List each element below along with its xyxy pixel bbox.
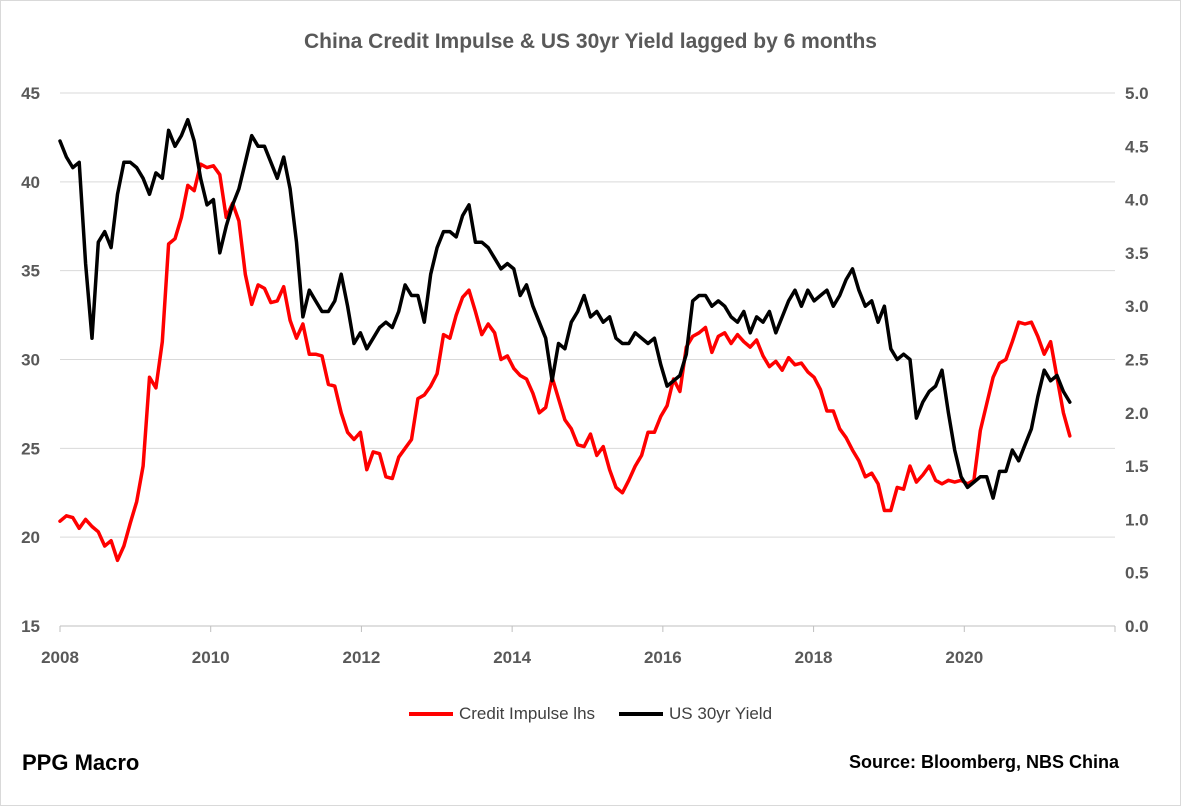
axes [59,625,1116,632]
y-right-tick-label: 4.0 [1125,191,1149,210]
tick-labels: 15 20 25 30 35 40 45 0.0 0.5 1.0 1.5 2.0 2.5 3.0 3.5 4.… [21,84,1149,667]
y-left-tick-label: 35 [21,262,40,281]
y-right-tick-label: 3.0 [1125,297,1149,316]
y-right-tick-label: 2.0 [1125,404,1149,423]
y-left-tick-label: 30 [21,351,40,370]
brand-label: PPG Macro [22,750,140,775]
legend-swatch-black [619,712,664,716]
legend-item-credit-impulse: Credit Impulse lhs [408,704,596,724]
legend-label-credit-impulse: Credit Impulse lhs [458,704,596,723]
x-tick-label: 2020 [945,648,983,667]
y-left-tick-label: 40 [21,173,40,192]
series-line [58,162,1072,563]
gridlines [60,92,1115,538]
y-right-tick-label: 0.5 [1125,564,1149,583]
x-tick-label: 2014 [493,648,531,667]
chart-title: China Credit Impulse & US 30yr Yield lag… [304,30,877,53]
series-lines [58,117,1072,563]
y-right-tick-label: 1.0 [1125,510,1149,529]
y-right-tick-label: 3.5 [1125,244,1149,263]
y-right-tick-label: 0.0 [1125,617,1149,636]
x-tick-label: 2016 [644,648,682,667]
source-label: Source: Bloomberg, NBS China [848,752,1119,772]
y-left-tick-label: 20 [21,528,40,547]
x-tick-label: 2012 [343,648,381,667]
legend-item-us-30yr-yield: US 30yr Yield [619,704,772,724]
series-line [58,117,1072,500]
x-tick-label: 2010 [192,648,230,667]
y-right-tick-label: 4.5 [1125,137,1149,156]
legend: Credit Impulse lhs US 30yr Yield [0,704,1181,724]
y-right-tick-label: 2.5 [1125,351,1149,370]
legend-label-us-30yr-yield: US 30yr Yield [669,704,773,723]
y-right-tick-label: 1.5 [1125,457,1149,476]
legend-swatch-red [408,712,453,716]
y-left-tick-label: 45 [21,84,40,103]
y-left-tick-label: 25 [21,439,40,458]
y-right-tick-label: 5.0 [1125,84,1149,103]
y-left-tick-label: 15 [21,617,40,636]
x-tick-label: 2008 [41,648,79,667]
x-tick-label: 2018 [795,648,833,667]
